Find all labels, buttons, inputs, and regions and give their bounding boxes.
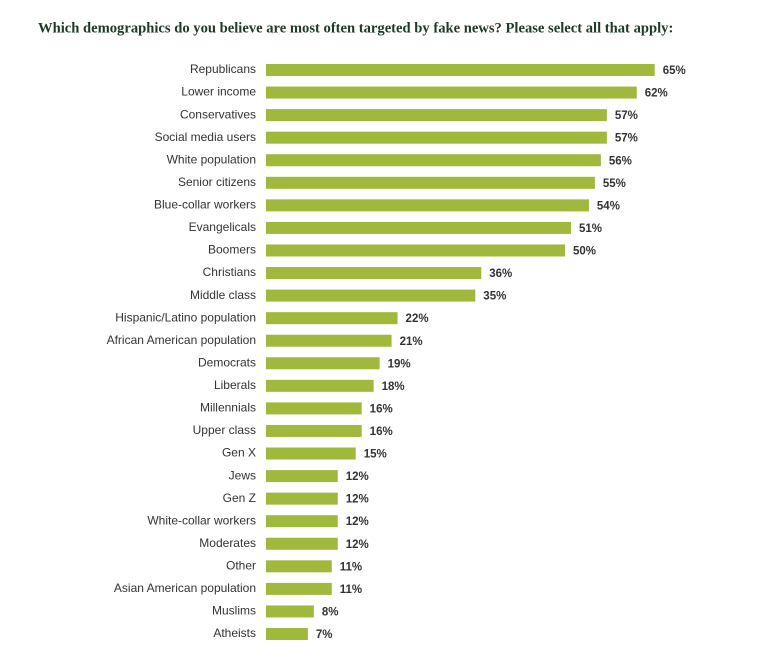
bar bbox=[266, 560, 332, 573]
category-label: Lower income bbox=[181, 85, 256, 99]
value-label: 36% bbox=[489, 268, 512, 280]
value-label: 7% bbox=[316, 629, 333, 641]
bar bbox=[266, 199, 589, 212]
bar bbox=[266, 221, 571, 234]
category-label: Republicans bbox=[190, 62, 256, 76]
bar bbox=[266, 424, 362, 437]
value-label: 8% bbox=[322, 606, 339, 618]
value-label: 62% bbox=[645, 88, 668, 100]
bar bbox=[266, 537, 338, 550]
category-label: Middle class bbox=[190, 288, 256, 302]
category-label: Upper class bbox=[193, 423, 256, 437]
value-label: 50% bbox=[573, 246, 596, 258]
bar bbox=[266, 86, 637, 99]
bar bbox=[266, 605, 314, 618]
value-label: 56% bbox=[609, 155, 632, 167]
bar bbox=[266, 402, 362, 415]
value-label: 19% bbox=[388, 358, 411, 370]
value-label: 22% bbox=[406, 313, 429, 325]
category-label: Senior citizens bbox=[178, 175, 256, 189]
category-label: Blue-collar workers bbox=[154, 198, 256, 212]
value-label: 12% bbox=[346, 539, 369, 551]
category-label: Social media users bbox=[155, 130, 256, 144]
category-label: White-collar workers bbox=[147, 513, 256, 527]
category-label: Boomers bbox=[208, 243, 256, 257]
value-label: 11% bbox=[340, 561, 362, 573]
category-label: Liberals bbox=[214, 378, 256, 392]
category-label: Moderates bbox=[199, 536, 256, 550]
bar bbox=[266, 289, 476, 302]
chart-title: Which demographics do you believe are mo… bbox=[38, 20, 673, 36]
value-label: 55% bbox=[603, 178, 626, 190]
bar bbox=[266, 582, 332, 595]
category-label: Jews bbox=[229, 468, 256, 482]
value-label: 57% bbox=[615, 110, 638, 122]
value-label: 15% bbox=[364, 449, 387, 461]
bar bbox=[266, 492, 338, 505]
category-label: White population bbox=[167, 152, 256, 166]
bar bbox=[266, 515, 338, 528]
value-label: 16% bbox=[370, 403, 393, 415]
value-label: 57% bbox=[615, 133, 638, 145]
bar bbox=[266, 154, 601, 167]
bar bbox=[266, 312, 398, 325]
value-label: 11% bbox=[340, 584, 362, 596]
bar bbox=[266, 379, 374, 392]
category-label: Muslims bbox=[212, 604, 256, 618]
bar bbox=[266, 109, 607, 122]
category-label: Other bbox=[226, 558, 256, 572]
value-label: 51% bbox=[579, 223, 602, 235]
category-label: Democrats bbox=[198, 355, 256, 369]
category-label: Conservatives bbox=[180, 107, 256, 121]
category-label: Atheists bbox=[213, 626, 256, 640]
bar bbox=[266, 334, 392, 347]
bar bbox=[266, 447, 356, 460]
category-label: Christians bbox=[203, 265, 256, 279]
bar bbox=[266, 357, 380, 370]
value-label: 12% bbox=[346, 471, 369, 483]
bar bbox=[266, 131, 607, 144]
bar bbox=[266, 244, 565, 257]
bar bbox=[266, 267, 482, 280]
category-label: Gen Z bbox=[223, 491, 256, 505]
category-label: Asian American population bbox=[114, 581, 256, 595]
value-label: 16% bbox=[370, 426, 393, 438]
category-label: African American population bbox=[107, 333, 256, 347]
value-label: 18% bbox=[382, 381, 405, 393]
value-label: 54% bbox=[597, 200, 620, 212]
bar bbox=[266, 628, 308, 640]
value-label: 65% bbox=[663, 65, 686, 77]
value-label: 12% bbox=[346, 516, 369, 528]
bar bbox=[266, 470, 338, 483]
bar bbox=[266, 176, 595, 189]
category-label: Gen X bbox=[222, 446, 256, 460]
value-label: 21% bbox=[400, 336, 423, 348]
bar bbox=[266, 64, 655, 76]
category-label: Hispanic/Latino population bbox=[115, 310, 256, 324]
category-label: Millennials bbox=[200, 401, 256, 415]
value-label: 12% bbox=[346, 494, 369, 506]
value-label: 35% bbox=[483, 291, 506, 303]
category-label: Evangelicals bbox=[189, 220, 256, 234]
